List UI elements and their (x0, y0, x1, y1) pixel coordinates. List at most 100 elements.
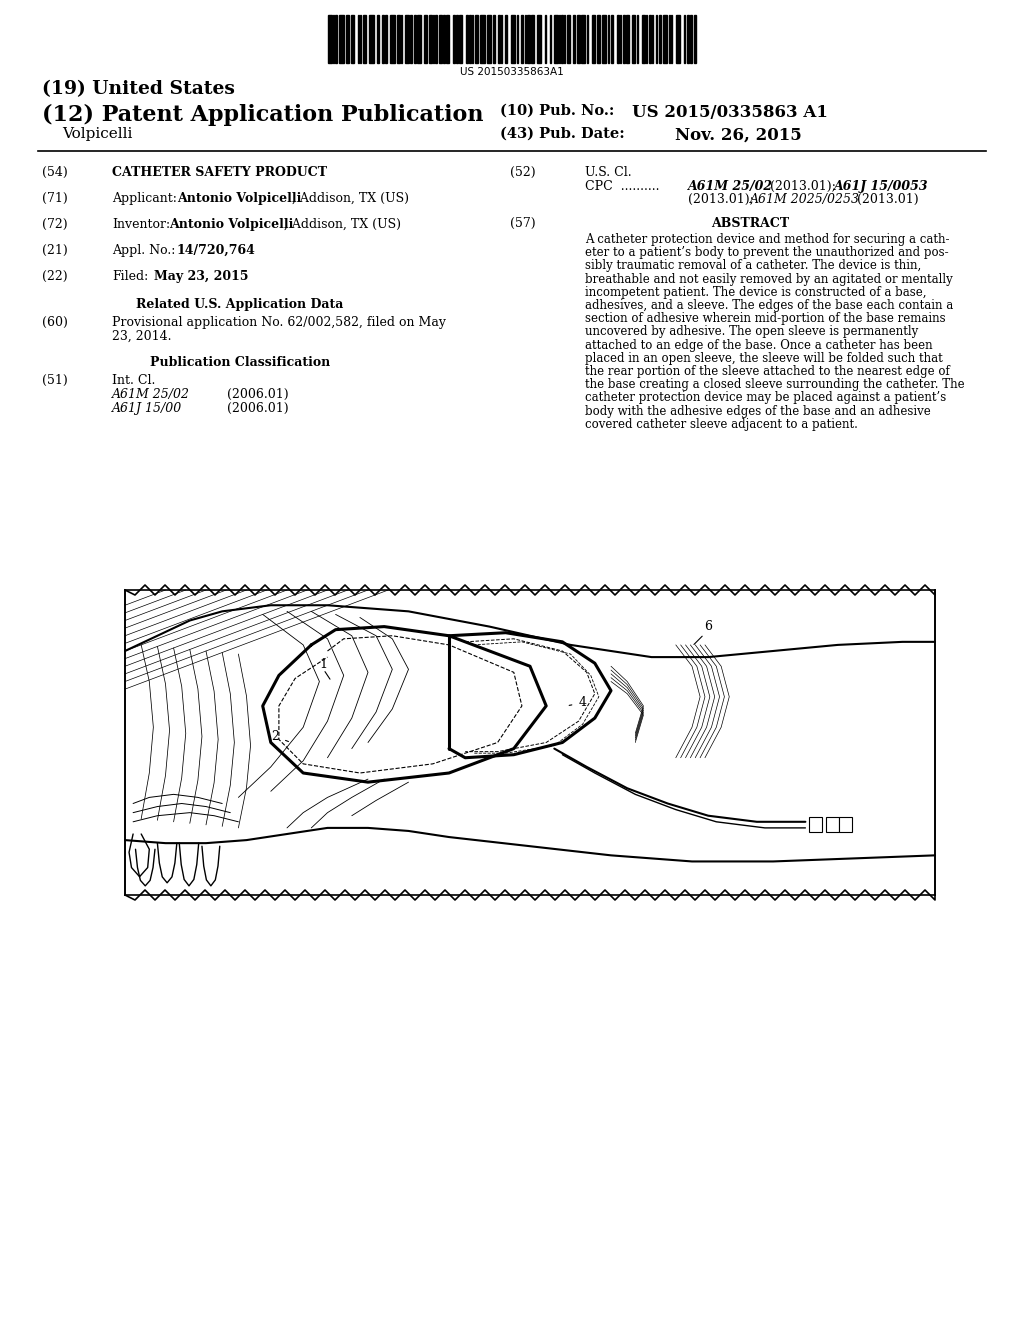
Bar (469, 15, 471, 63)
Bar (659, 15, 662, 63)
Bar (362, 15, 366, 63)
Bar (456, 15, 458, 63)
Text: Provisional application No. 62/002,582, filed on May: Provisional application No. 62/002,582, … (112, 315, 446, 329)
Text: CATHETER SAFETY PRODUCT: CATHETER SAFETY PRODUCT (112, 166, 327, 180)
Bar (397, 15, 400, 63)
Bar (567, 15, 570, 63)
Bar (694, 15, 696, 63)
Bar (328, 15, 332, 63)
Text: Filed:: Filed: (112, 271, 148, 282)
Text: (21): (21) (42, 244, 68, 257)
Text: placed in an open sleeve, the sleeve will be folded such that: placed in an open sleeve, the sleeve wil… (585, 352, 943, 364)
Text: Inventor:: Inventor: (112, 218, 170, 231)
Bar (592, 15, 595, 63)
Bar (410, 15, 412, 63)
Bar (369, 15, 374, 63)
Text: Volpicelli: Volpicelli (62, 127, 132, 141)
Bar (406, 15, 409, 63)
Text: (2006.01): (2006.01) (227, 388, 289, 401)
Bar (339, 15, 344, 63)
Bar (554, 15, 558, 63)
Text: A61M 25/02: A61M 25/02 (112, 388, 190, 401)
Bar (597, 15, 600, 63)
Bar (581, 15, 585, 63)
Text: (72): (72) (42, 218, 68, 231)
Bar (125, 590, 935, 895)
Bar (487, 15, 490, 63)
Bar (676, 15, 680, 63)
Bar (480, 15, 485, 63)
Bar (577, 15, 580, 63)
Text: the rear portion of the sleeve attached to the nearest edge of: the rear portion of the sleeve attached … (585, 366, 949, 378)
Bar (435, 15, 437, 63)
Bar (493, 15, 495, 63)
Text: A61M 2025/0253: A61M 2025/0253 (750, 193, 860, 206)
Text: the base creating a closed sleeve surrounding the catheter. The: the base creating a closed sleeve surrou… (585, 379, 965, 391)
Text: May 23, 2015: May 23, 2015 (154, 271, 249, 282)
Text: (43) Pub. Date:: (43) Pub. Date: (500, 127, 625, 141)
Bar (498, 15, 500, 63)
Text: attached to an edge of the base. Once a catheter has been: attached to an edge of the base. Once a … (585, 339, 933, 351)
Text: (71): (71) (42, 191, 68, 205)
Bar (459, 15, 462, 63)
Bar (382, 15, 384, 63)
Bar (690, 15, 692, 63)
Bar (632, 15, 635, 63)
Bar (346, 15, 349, 63)
Text: Nov. 26, 2015: Nov. 26, 2015 (675, 127, 802, 144)
Text: (10) Pub. No.:: (10) Pub. No.: (500, 104, 614, 117)
Text: breathable and not easily removed by an agitated or mentally: breathable and not easily removed by an … (585, 273, 952, 285)
Bar (663, 15, 667, 63)
Text: (54): (54) (42, 166, 68, 180)
Text: 1: 1 (319, 659, 328, 672)
Bar (511, 15, 515, 63)
Text: (12) Patent Application Publication: (12) Patent Application Publication (42, 104, 483, 127)
Bar (623, 15, 625, 63)
Text: US 2015/0335863 A1: US 2015/0335863 A1 (632, 104, 827, 121)
Text: , Addison, TX (US): , Addison, TX (US) (292, 191, 409, 205)
Text: Publication Classification: Publication Classification (150, 356, 330, 370)
Bar (561, 15, 563, 63)
Bar (611, 15, 613, 63)
Text: (2006.01): (2006.01) (227, 403, 289, 414)
Bar (377, 15, 379, 63)
Bar (351, 15, 354, 63)
Bar (453, 15, 455, 63)
Text: uncovered by adhesive. The open sleeve is permanently: uncovered by adhesive. The open sleeve i… (585, 326, 919, 338)
Text: section of adhesive wherein mid-portion of the base remains: section of adhesive wherein mid-portion … (585, 313, 945, 325)
Text: Appl. No.:: Appl. No.: (112, 244, 175, 257)
Bar (642, 15, 645, 63)
Bar (385, 15, 387, 63)
Text: Int. Cl.: Int. Cl. (112, 374, 156, 387)
Text: incompetent patient. The device is constructed of a base,: incompetent patient. The device is const… (585, 286, 927, 298)
Bar (466, 15, 468, 63)
Text: body with the adhesive edges of the base and an adhesive: body with the adhesive edges of the base… (585, 405, 931, 417)
Bar (443, 15, 445, 63)
Text: (60): (60) (42, 315, 68, 329)
Bar (649, 15, 651, 63)
Text: 23, 2014.: 23, 2014. (112, 330, 171, 343)
Text: 4: 4 (579, 697, 587, 709)
Bar (429, 15, 432, 63)
Bar (602, 15, 606, 63)
Bar (527, 15, 530, 63)
Bar (626, 15, 629, 63)
Text: 14/720,764: 14/720,764 (177, 244, 256, 257)
Bar (439, 15, 442, 63)
Bar (505, 15, 507, 63)
Bar (521, 15, 523, 63)
Text: eter to a patient’s body to prevent the unauthorized and pos-: eter to a patient’s body to prevent the … (585, 247, 948, 259)
Text: , Addison, TX (US): , Addison, TX (US) (284, 218, 401, 231)
Bar (390, 15, 395, 63)
Text: Related U.S. Application Data: Related U.S. Application Data (136, 298, 344, 312)
Text: catheter protection device may be placed against a patient’s: catheter protection device may be placed… (585, 392, 946, 404)
Text: covered catheter sleeve adjacent to a patient.: covered catheter sleeve adjacent to a pa… (585, 418, 858, 430)
Text: ABSTRACT: ABSTRACT (711, 216, 790, 230)
Text: A catheter protection device and method for securing a cath-: A catheter protection device and method … (585, 234, 949, 246)
Bar (424, 15, 427, 63)
Bar (414, 15, 416, 63)
Bar (417, 15, 421, 63)
Bar (573, 15, 575, 63)
Text: (22): (22) (42, 271, 68, 282)
Text: Antonio Volpicelli: Antonio Volpicelli (169, 218, 293, 231)
